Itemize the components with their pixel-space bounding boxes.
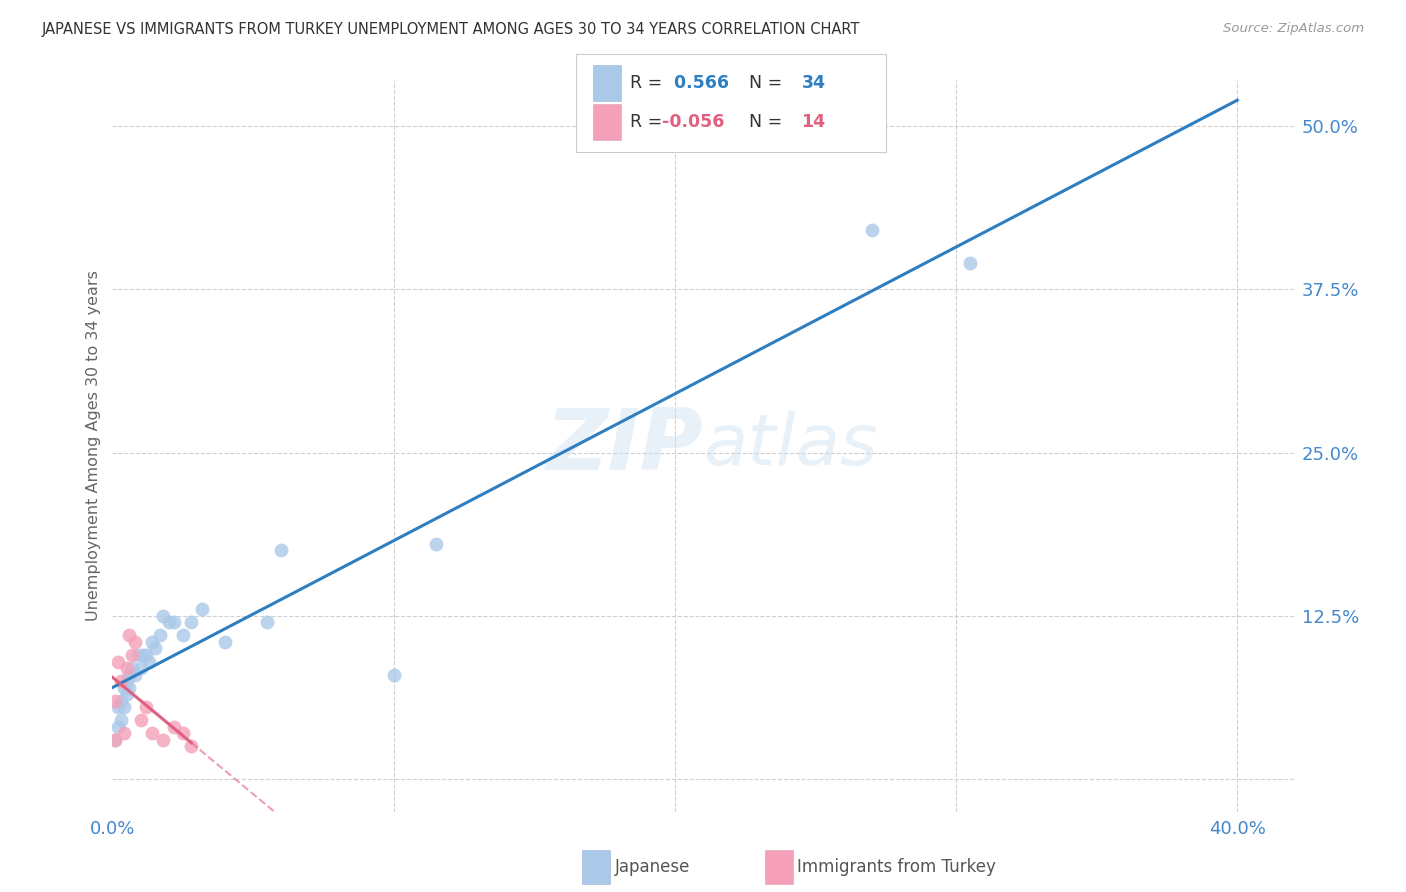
Point: [382, 667, 405, 681]
Point: [135, 700, 157, 714]
Text: JAPANESE VS IMMIGRANTS FROM TURKEY UNEMPLOYMENT AMONG AGES 30 TO 34 YEARS CORREL: JAPANESE VS IMMIGRANTS FROM TURKEY UNEMP…: [42, 22, 860, 37]
Point: [256, 615, 278, 630]
Point: [112, 726, 135, 740]
Text: Immigrants from Turkey: Immigrants from Turkey: [797, 858, 995, 876]
Point: [135, 648, 157, 662]
Point: [214, 635, 236, 649]
Point: [141, 635, 163, 649]
Point: [141, 726, 163, 740]
Point: [270, 543, 292, 558]
Text: atlas: atlas: [703, 411, 877, 481]
Text: R =: R =: [630, 74, 668, 92]
Point: [115, 687, 138, 701]
Point: [143, 641, 166, 656]
Point: [118, 681, 141, 695]
Point: [104, 694, 127, 708]
Text: 34: 34: [801, 74, 825, 92]
Point: [121, 648, 143, 662]
Point: [118, 628, 141, 642]
Point: [149, 628, 172, 642]
Point: [121, 661, 143, 675]
Point: [172, 628, 194, 642]
Point: [959, 256, 981, 270]
Point: [124, 667, 146, 681]
Point: [110, 694, 132, 708]
Point: [860, 223, 883, 237]
Point: [112, 681, 135, 695]
Point: [132, 648, 155, 662]
Point: [118, 667, 141, 681]
Text: N =: N =: [738, 113, 787, 131]
Point: [112, 700, 135, 714]
Point: [191, 602, 214, 616]
Point: [180, 739, 202, 754]
Point: [127, 648, 149, 662]
Point: [172, 726, 194, 740]
Point: [152, 732, 174, 747]
Point: [163, 720, 186, 734]
Text: 14: 14: [801, 113, 825, 131]
Point: [104, 732, 127, 747]
Point: [425, 537, 447, 551]
Text: Source: ZipAtlas.com: Source: ZipAtlas.com: [1223, 22, 1364, 36]
Point: [180, 615, 202, 630]
Point: [107, 720, 129, 734]
Point: [115, 674, 138, 689]
Point: [115, 661, 138, 675]
Point: [152, 608, 174, 623]
Point: [157, 615, 180, 630]
Point: [110, 714, 132, 728]
Point: [138, 655, 160, 669]
Point: [110, 674, 132, 689]
Text: ZIP: ZIP: [546, 404, 703, 488]
Point: [107, 700, 129, 714]
Text: R =: R =: [630, 113, 668, 131]
Text: N =: N =: [738, 74, 787, 92]
Text: 0.566: 0.566: [668, 74, 728, 92]
Y-axis label: Unemployment Among Ages 30 to 34 years: Unemployment Among Ages 30 to 34 years: [86, 270, 101, 622]
Text: -0.056: -0.056: [662, 113, 724, 131]
Point: [107, 655, 129, 669]
Point: [129, 661, 152, 675]
Point: [129, 714, 152, 728]
Point: [124, 635, 146, 649]
Point: [104, 732, 127, 747]
Text: Japanese: Japanese: [614, 858, 690, 876]
Point: [163, 615, 186, 630]
